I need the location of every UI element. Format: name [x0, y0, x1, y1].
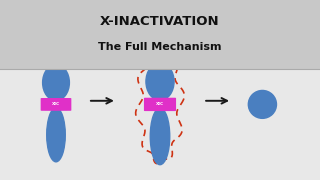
Ellipse shape [43, 65, 69, 101]
Text: X-INACTIVATION: X-INACTIVATION [100, 15, 220, 28]
FancyBboxPatch shape [44, 99, 68, 110]
FancyBboxPatch shape [144, 98, 176, 111]
Text: The Full Mechanism: The Full Mechanism [98, 42, 222, 52]
Text: XIC: XIC [156, 102, 164, 106]
FancyBboxPatch shape [148, 98, 172, 111]
FancyBboxPatch shape [41, 98, 71, 111]
Bar [0, 0, 320, 69]
Ellipse shape [150, 108, 170, 165]
Ellipse shape [47, 108, 65, 162]
Text: XIC: XIC [52, 102, 60, 106]
Ellipse shape [146, 63, 174, 100]
Ellipse shape [248, 90, 276, 118]
